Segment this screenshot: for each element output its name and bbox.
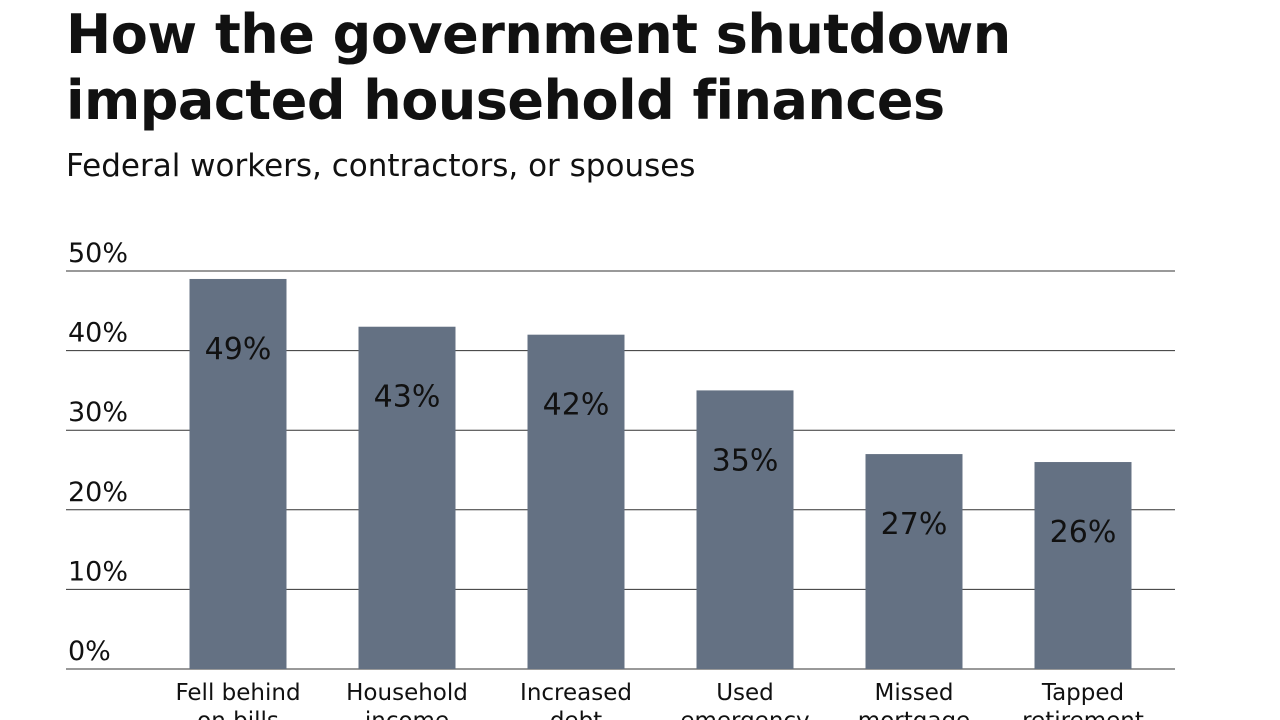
data-label: 27% [881, 507, 948, 542]
data-label: 43% [374, 380, 441, 415]
x-tick-label: on bills [197, 708, 279, 720]
x-tick-label: debt [550, 708, 602, 720]
data-label: 35% [712, 443, 779, 478]
x-tick-label: retirement [1022, 708, 1144, 720]
bar [865, 454, 963, 669]
x-tick-label: Increased [520, 680, 632, 706]
x-tick-label: Household [346, 680, 468, 706]
y-tick-label: 50% [68, 238, 128, 269]
y-tick-label: 20% [68, 477, 128, 508]
x-tick-label: Used [716, 680, 774, 706]
data-label: 42% [543, 388, 610, 423]
y-tick-label: 10% [68, 556, 128, 587]
x-tick-label: Fell behind [175, 680, 300, 706]
chart-title: How the government shutdown impacted hou… [66, 3, 1011, 132]
x-tick-label: income [365, 708, 449, 720]
data-label: 26% [1050, 515, 1117, 550]
data-label: 49% [205, 332, 272, 367]
bar [1034, 462, 1132, 669]
x-tick-label: Missed [875, 680, 954, 706]
y-tick-label: 40% [68, 318, 128, 349]
bar [527, 334, 625, 669]
y-tick-label: 30% [68, 397, 128, 428]
y-tick-label: 0% [68, 636, 111, 667]
bar [189, 278, 287, 669]
bar [696, 390, 794, 669]
x-tick-label: mortgage [858, 708, 970, 720]
x-tick-label: Tapped [1041, 680, 1124, 706]
bar [358, 326, 456, 669]
chart-subtitle: Federal workers, contractors, or spouses [66, 148, 696, 184]
x-tick-label: emergency [680, 708, 809, 720]
